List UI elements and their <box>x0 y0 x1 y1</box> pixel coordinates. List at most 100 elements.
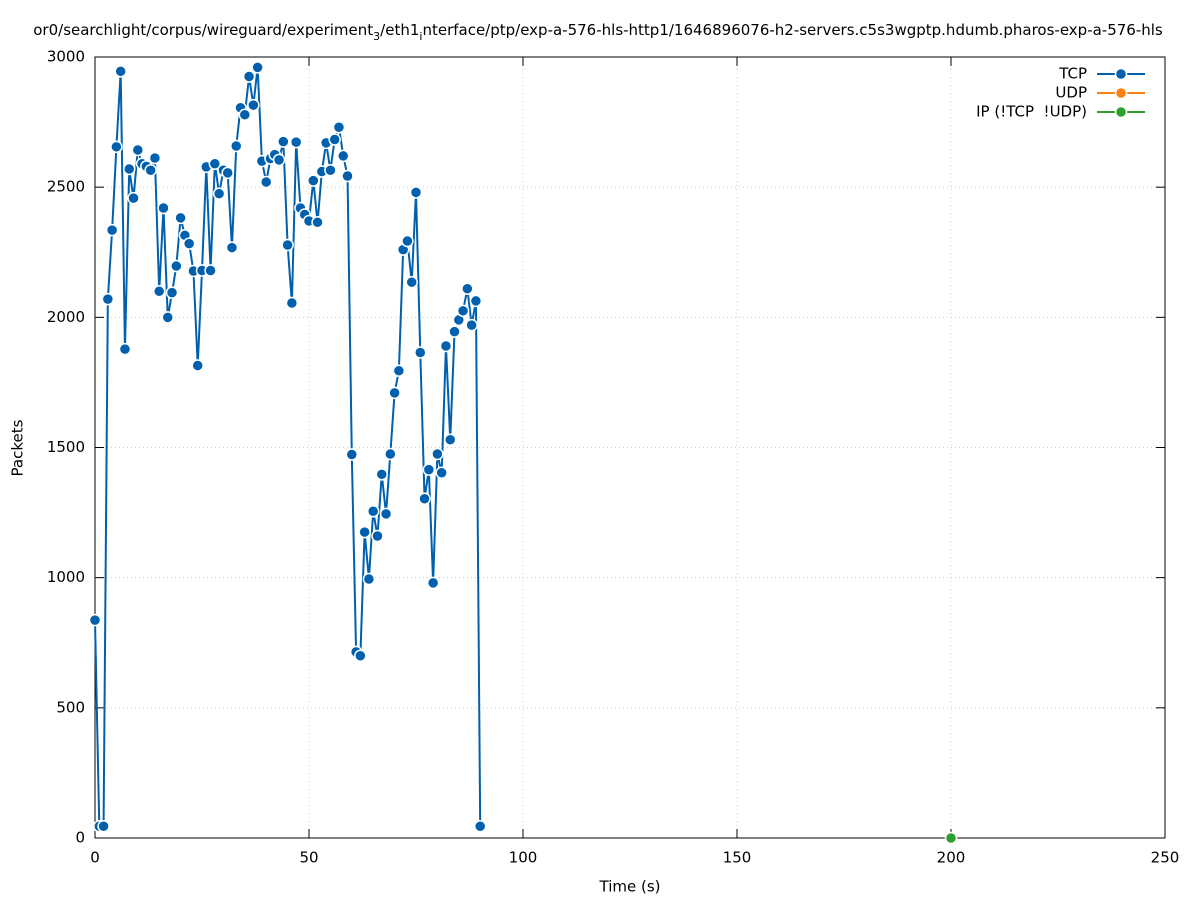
data-point <box>212 187 226 200</box>
x-tick-label: 100 <box>509 849 538 867</box>
data-point <box>944 831 958 845</box>
data-point <box>157 201 170 215</box>
data-point <box>473 820 487 833</box>
data-point <box>307 174 320 187</box>
data-point <box>110 140 123 154</box>
x-tick-label: 200 <box>937 849 966 867</box>
data-point <box>161 311 175 324</box>
data-point <box>448 325 461 338</box>
title-part: or0/searchlight/corpus/wireguard/experim… <box>33 21 373 39</box>
data-point <box>208 157 222 170</box>
data-point <box>148 151 162 165</box>
data-point <box>144 163 157 177</box>
data-point <box>358 525 371 539</box>
data-point <box>247 98 260 112</box>
y-tick-label: 3000 <box>47 48 85 66</box>
data-point <box>229 139 243 153</box>
data-point <box>281 238 294 252</box>
data-point <box>336 149 350 163</box>
data-point <box>122 162 136 176</box>
data-point <box>114 65 127 78</box>
data-point <box>443 433 457 446</box>
data-point <box>328 133 341 146</box>
data-point <box>435 466 448 480</box>
data-point <box>251 61 264 74</box>
data-point <box>332 121 346 134</box>
legend-label: UDP <box>1055 84 1087 102</box>
legend-marker <box>1114 105 1128 119</box>
y-tick-label: 0 <box>75 829 85 847</box>
data-point <box>345 448 359 461</box>
data-point <box>225 241 239 254</box>
data-point <box>259 175 273 189</box>
legend-marker <box>1114 86 1128 100</box>
data-point <box>431 447 444 461</box>
title-part: i <box>419 30 422 43</box>
data-point <box>405 275 418 289</box>
data-point <box>414 346 427 359</box>
data-point <box>311 216 324 229</box>
x-tick-label: 50 <box>299 849 318 867</box>
y-tick-label: 1500 <box>47 438 85 456</box>
x-axis-label: Time (s) <box>599 878 661 896</box>
data-point <box>170 259 183 273</box>
data-point <box>401 234 414 248</box>
data-point <box>277 135 290 148</box>
data-point <box>371 529 384 543</box>
data-point <box>469 294 483 308</box>
data-point <box>375 468 389 481</box>
data-point <box>152 285 166 298</box>
data-point <box>366 505 380 518</box>
data-point <box>456 304 470 318</box>
data-point <box>341 169 354 183</box>
x-tick-label: 250 <box>1151 849 1180 867</box>
data-point <box>422 463 436 476</box>
legend-label: TCP <box>1058 65 1087 83</box>
data-point <box>426 576 440 590</box>
data-point <box>379 507 393 521</box>
data-point <box>105 223 119 237</box>
data-point <box>131 143 145 157</box>
data-point <box>97 820 110 833</box>
legend-marker <box>1114 67 1128 81</box>
data-point <box>118 342 132 356</box>
y-tick-label: 2500 <box>47 178 85 196</box>
data-point <box>285 296 299 310</box>
data-point <box>324 163 337 177</box>
data-point <box>384 447 397 461</box>
data-point <box>88 613 102 627</box>
data-point <box>392 364 406 377</box>
x-tick-label: 0 <box>90 849 100 867</box>
data-point <box>182 237 196 250</box>
data-point <box>289 135 303 149</box>
data-point <box>409 186 423 199</box>
data-point <box>461 282 474 295</box>
data-point <box>354 649 367 663</box>
y-tick-label: 2000 <box>47 308 85 326</box>
data-point <box>204 264 217 277</box>
data-point <box>101 292 115 306</box>
data-point <box>174 211 187 225</box>
data-point <box>362 572 376 586</box>
data-point <box>221 166 234 180</box>
y-tick-label: 1000 <box>47 568 85 586</box>
data-point <box>238 108 252 122</box>
legend-label: IP (!TCP !UDP) <box>976 103 1087 121</box>
y-axis-label: Packets <box>9 419 27 476</box>
data-point <box>418 492 431 506</box>
y-tick-label: 500 <box>56 698 85 716</box>
title-part: /eth1 <box>380 21 419 39</box>
data-point <box>439 339 453 353</box>
data-point <box>388 386 401 400</box>
x-tick-label: 150 <box>723 849 752 867</box>
series-line <box>94 67 482 828</box>
title-part: nterface/ptp/exp-a-576-hls-http1/1646896… <box>422 21 1162 39</box>
title-part: 3 <box>373 30 380 43</box>
data-point <box>242 70 256 83</box>
data-point <box>127 191 140 205</box>
data-point <box>465 318 478 332</box>
data-point <box>272 153 286 167</box>
data-point <box>165 286 179 299</box>
data-point <box>191 359 204 372</box>
